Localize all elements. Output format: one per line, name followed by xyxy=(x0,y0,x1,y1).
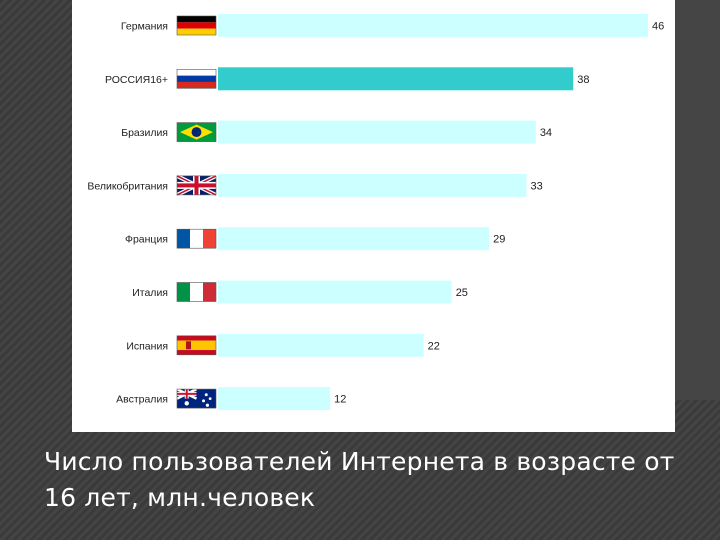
russia-flag xyxy=(176,69,217,89)
chart-caption: Число пользователей Интернета в возрасте… xyxy=(44,447,675,512)
bar xyxy=(218,120,536,144)
category-label: Италия xyxy=(132,287,168,299)
value-label: 46 xyxy=(652,21,664,33)
category-label: Австралия xyxy=(116,394,168,406)
bar xyxy=(218,14,648,37)
category-label: РОССИЯ16+ xyxy=(105,74,168,86)
bar-chart: Германия 46 РОССИЯ16+ 38 Бразилия 34 Великобри… xyxy=(87,14,664,411)
spain-flag xyxy=(176,335,217,356)
value-label: 38 xyxy=(577,74,589,86)
bar xyxy=(218,227,490,251)
bar xyxy=(218,333,424,357)
category-label: Великобритания xyxy=(87,180,168,192)
bar xyxy=(218,173,527,197)
bar xyxy=(218,280,452,304)
bar xyxy=(218,67,574,91)
category-label: Германия xyxy=(121,21,168,33)
italy-flag xyxy=(176,282,217,302)
value-label: 22 xyxy=(428,340,440,352)
value-label: 34 xyxy=(540,127,552,139)
category-label: Франция xyxy=(125,234,168,246)
bar xyxy=(218,387,331,411)
germany-flag xyxy=(176,15,217,36)
australia-flag xyxy=(176,387,217,409)
value-label: 25 xyxy=(456,287,468,299)
france-flag xyxy=(176,228,217,249)
uk-flag xyxy=(176,174,217,197)
value-label: 12 xyxy=(334,394,346,406)
category-label: Бразилия xyxy=(121,127,168,139)
chart-area: Германия 46 РОССИЯ16+ 38 Бразилия 34 Великобри… xyxy=(72,0,675,432)
decorative-panel xyxy=(675,0,720,400)
value-label: 29 xyxy=(493,234,505,246)
brazil-flag xyxy=(176,122,217,142)
value-label: 33 xyxy=(530,180,542,192)
category-label: Испания xyxy=(126,340,168,352)
